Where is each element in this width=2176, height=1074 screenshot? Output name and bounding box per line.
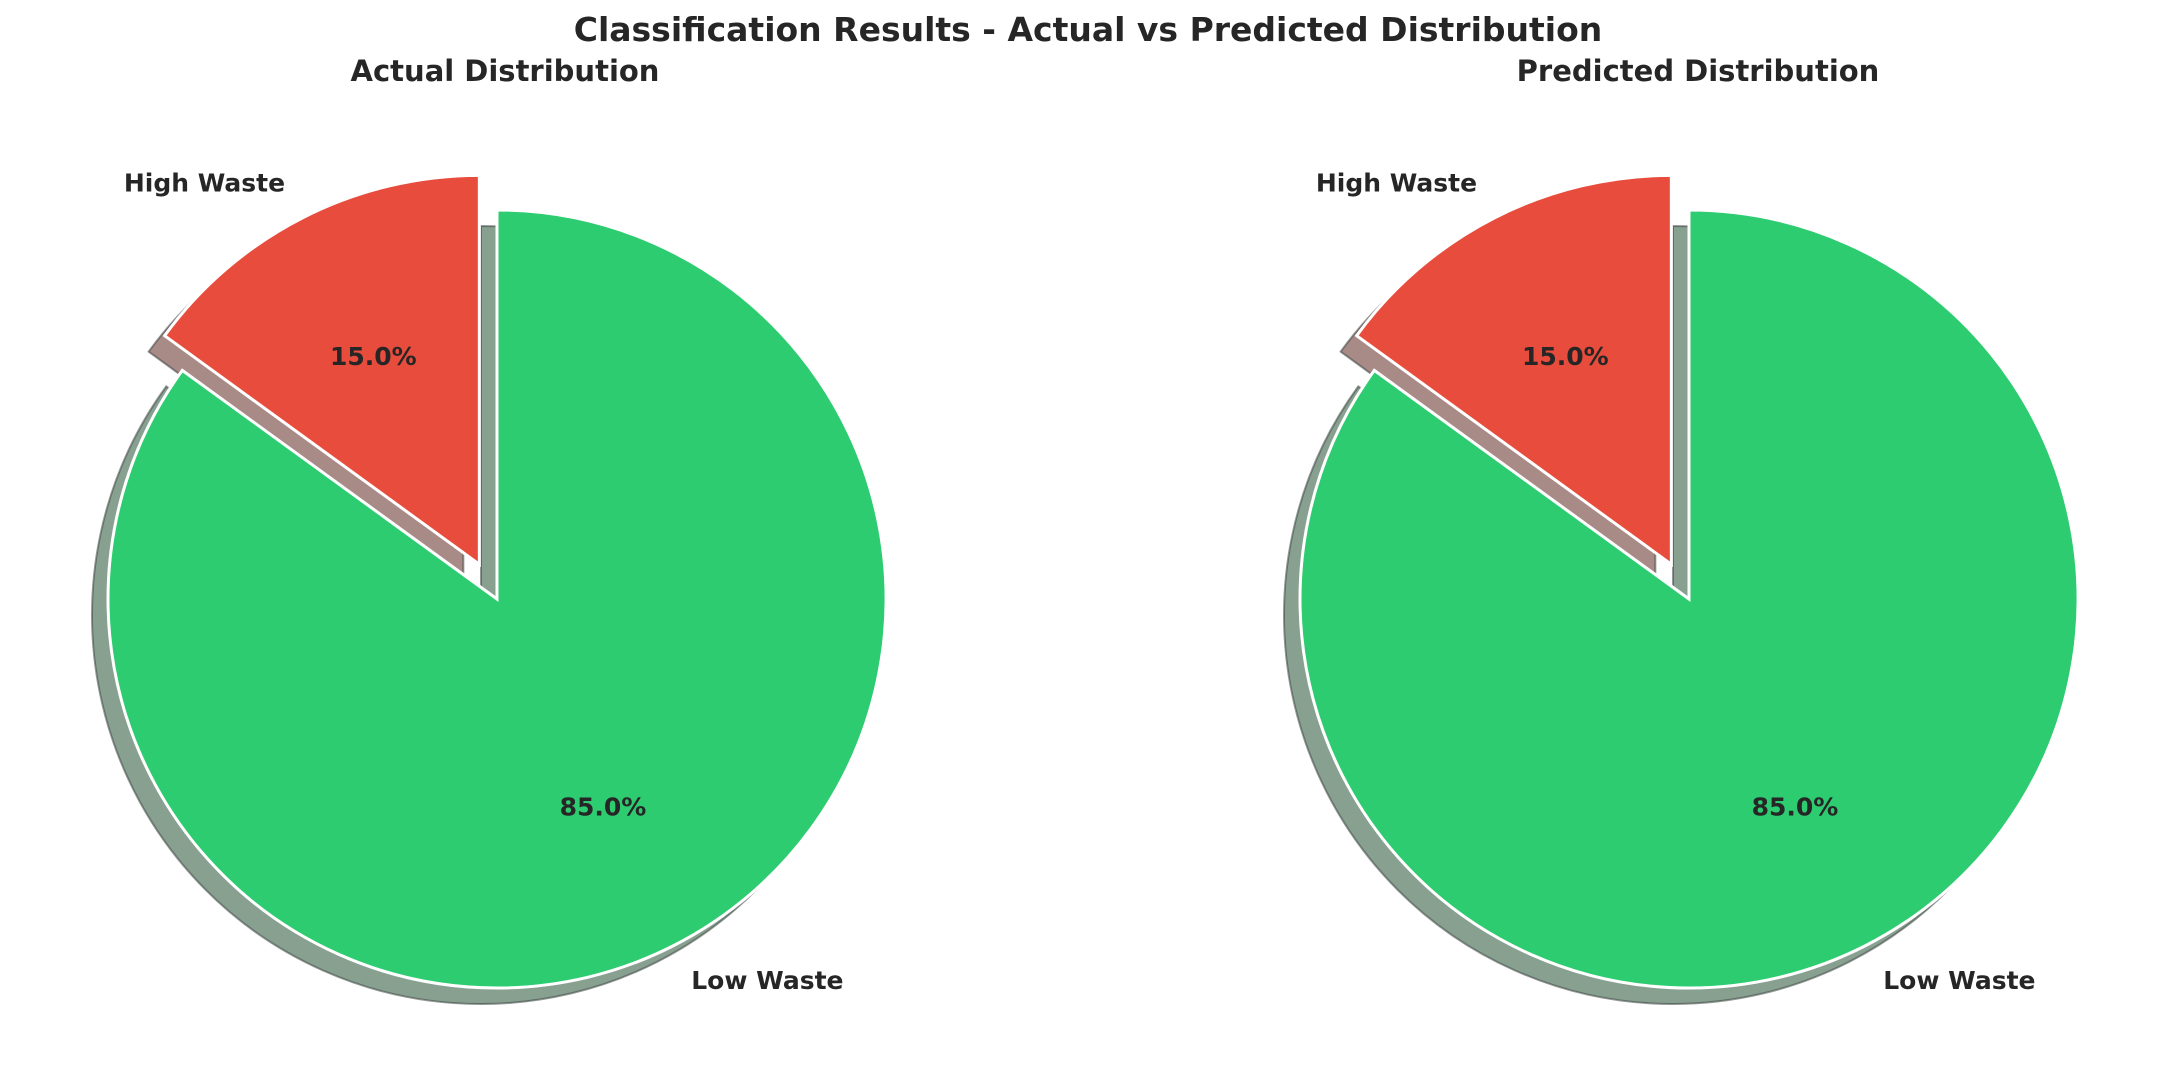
- pct-label-high-waste: 15.0%: [1522, 342, 1609, 371]
- slice-high-waste: [162, 173, 481, 568]
- chart-title-predicted: Predicted Distribution: [1517, 54, 1880, 88]
- slice-label-high-waste: High Waste: [124, 169, 285, 198]
- pie-slices: [106, 173, 888, 990]
- pie-labels: 85.0% Low Waste 15.0% High Waste: [124, 169, 844, 995]
- slice-low-waste: [1298, 208, 2080, 990]
- slice-label-low-waste: Low Waste: [691, 966, 843, 995]
- slice-low-waste: [106, 208, 888, 990]
- chart-title-actual: Actual Distribution: [351, 54, 660, 88]
- slice-label-high-waste: High Waste: [1316, 169, 1477, 198]
- slice-high-waste: [1354, 173, 1673, 568]
- pie-chart-actual: Actual Distribution 85.0% Low Waste 15.0% H…: [91, 54, 888, 1005]
- slice-label-low-waste: Low Waste: [1883, 966, 2035, 995]
- figure-title: Classification Results - Actual vs Predi…: [574, 10, 1603, 49]
- pct-label-low-waste: 85.0%: [560, 792, 647, 821]
- pie-chart-predicted: Predicted Distribution 85.0% Low Waste 15.…: [1282, 54, 2080, 1005]
- pie-labels: 85.0% Low Waste 15.0% High Waste: [1316, 169, 2036, 995]
- pct-label-high-waste: 15.0%: [330, 342, 417, 371]
- pie-slices: [1298, 173, 2080, 990]
- pct-label-low-waste: 85.0%: [1752, 792, 1839, 821]
